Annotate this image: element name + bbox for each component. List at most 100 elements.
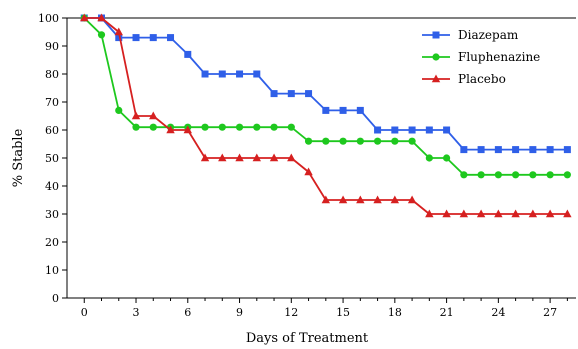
data-point-fluphenazine <box>373 137 382 145</box>
y-tick-label: 40 <box>45 180 59 193</box>
x-tick-label: 9 <box>236 306 243 319</box>
data-point-placebo <box>407 195 417 204</box>
data-point-fluphenazine <box>97 31 106 39</box>
data-point-diazepam <box>563 146 571 154</box>
data-point-fluphenazine <box>529 171 537 179</box>
data-point-placebo <box>97 13 106 22</box>
data-point-diazepam <box>201 70 209 78</box>
x-tick-label: 6 <box>184 306 191 319</box>
data-point-fluphenazine <box>391 137 399 145</box>
x-tick-label: 27 <box>543 306 557 319</box>
legend-item-diazepam: Diazepam <box>422 28 519 42</box>
data-point-diazepam <box>115 34 123 42</box>
data-point-diazepam <box>184 50 192 58</box>
y-tick-label: 70 <box>45 96 59 109</box>
data-point-fluphenazine <box>408 137 416 145</box>
data-point-fluphenazine <box>270 123 278 131</box>
data-point-diazepam <box>425 126 433 134</box>
data-point-diazepam <box>529 146 537 154</box>
y-tick-label: 20 <box>45 236 59 249</box>
y-tick-label: 90 <box>45 40 59 53</box>
data-point-placebo <box>545 209 555 218</box>
data-point-placebo <box>304 167 313 176</box>
data-point-diazepam <box>460 146 468 154</box>
x-tick-label: 24 <box>491 306 505 319</box>
data-point-diazepam <box>322 106 330 114</box>
y-tick-label: 100 <box>38 12 59 25</box>
data-point-diazepam <box>149 34 157 42</box>
data-point-placebo <box>287 153 296 162</box>
data-point-placebo <box>442 209 451 218</box>
data-point-diazepam <box>305 90 313 98</box>
data-point-fluphenazine <box>494 171 502 179</box>
data-point-diazepam <box>132 34 140 42</box>
data-point-placebo <box>252 153 261 162</box>
data-point-fluphenazine <box>546 171 554 179</box>
legend-marker <box>432 31 440 39</box>
x-ticks: 0 3 6 9 12 15 18 21 24 27 <box>81 298 568 319</box>
data-point-diazepam <box>167 34 175 42</box>
data-point-placebo <box>269 153 279 162</box>
data-point-diazepam <box>270 90 278 98</box>
legend-label: Diazepam <box>458 28 519 42</box>
series-layer <box>80 13 572 218</box>
legend-label: Placebo <box>458 72 506 86</box>
data-point-fluphenazine <box>149 123 157 131</box>
data-point-placebo <box>338 195 348 204</box>
x-tick-label: 3 <box>133 306 140 319</box>
data-point-placebo <box>149 111 158 120</box>
data-point-placebo <box>459 209 469 218</box>
data-point-diazepam <box>253 70 261 78</box>
data-point-diazepam <box>236 70 244 78</box>
legend-label: Fluphenazine <box>458 50 540 64</box>
data-point-placebo <box>183 125 192 134</box>
data-point-placebo <box>166 125 175 134</box>
data-point-fluphenazine <box>460 171 468 179</box>
data-point-placebo <box>494 209 503 218</box>
x-axis-title: Days of Treatment <box>246 331 369 346</box>
y-ticks: 0 10 20 30 40 50 60 70 80 90 100 <box>38 12 67 305</box>
data-point-placebo <box>200 153 210 162</box>
legend: Diazepam Fluphenazine Placebo <box>422 28 540 86</box>
series-placebo <box>80 13 572 218</box>
series-diazepam <box>80 14 571 154</box>
data-point-fluphenazine <box>235 123 244 131</box>
data-point-fluphenazine <box>339 137 347 145</box>
y-tick-label: 60 <box>45 124 59 137</box>
data-point-diazepam <box>546 146 554 154</box>
data-point-diazepam <box>477 146 485 154</box>
legend-item-fluphenazine: Fluphenazine <box>422 50 540 64</box>
data-point-diazepam <box>512 146 520 154</box>
data-point-fluphenazine <box>253 123 261 131</box>
data-point-fluphenazine <box>425 154 433 162</box>
legend-item-placebo: Placebo <box>422 72 506 86</box>
data-point-fluphenazine <box>304 137 313 145</box>
y-tick-label: 30 <box>45 208 59 221</box>
data-point-fluphenazine <box>287 123 295 131</box>
data-point-placebo <box>356 195 365 204</box>
data-point-fluphenazine <box>322 137 330 145</box>
x-tick-label: 0 <box>81 306 88 319</box>
x-tick-label: 12 <box>284 306 298 319</box>
data-point-placebo <box>390 195 400 204</box>
x-tick-label: 18 <box>388 306 402 319</box>
data-point-placebo <box>528 209 538 218</box>
data-point-placebo <box>563 209 572 218</box>
data-point-fluphenazine <box>442 154 451 162</box>
data-point-placebo <box>511 209 520 218</box>
data-point-fluphenazine <box>132 123 140 131</box>
data-point-diazepam <box>391 126 399 134</box>
data-point-fluphenazine <box>218 123 226 131</box>
data-point-fluphenazine <box>563 171 571 179</box>
y-tick-label: 10 <box>45 264 59 277</box>
data-point-fluphenazine <box>115 106 123 114</box>
y-tick-label: 80 <box>45 68 59 81</box>
data-point-placebo <box>321 195 331 204</box>
data-point-diazepam <box>287 90 295 98</box>
data-point-placebo <box>425 209 434 218</box>
data-point-fluphenazine <box>512 171 520 179</box>
data-point-fluphenazine <box>201 123 209 131</box>
data-point-fluphenazine <box>356 137 364 145</box>
data-point-placebo <box>218 153 227 162</box>
series-line-placebo <box>84 17 568 215</box>
